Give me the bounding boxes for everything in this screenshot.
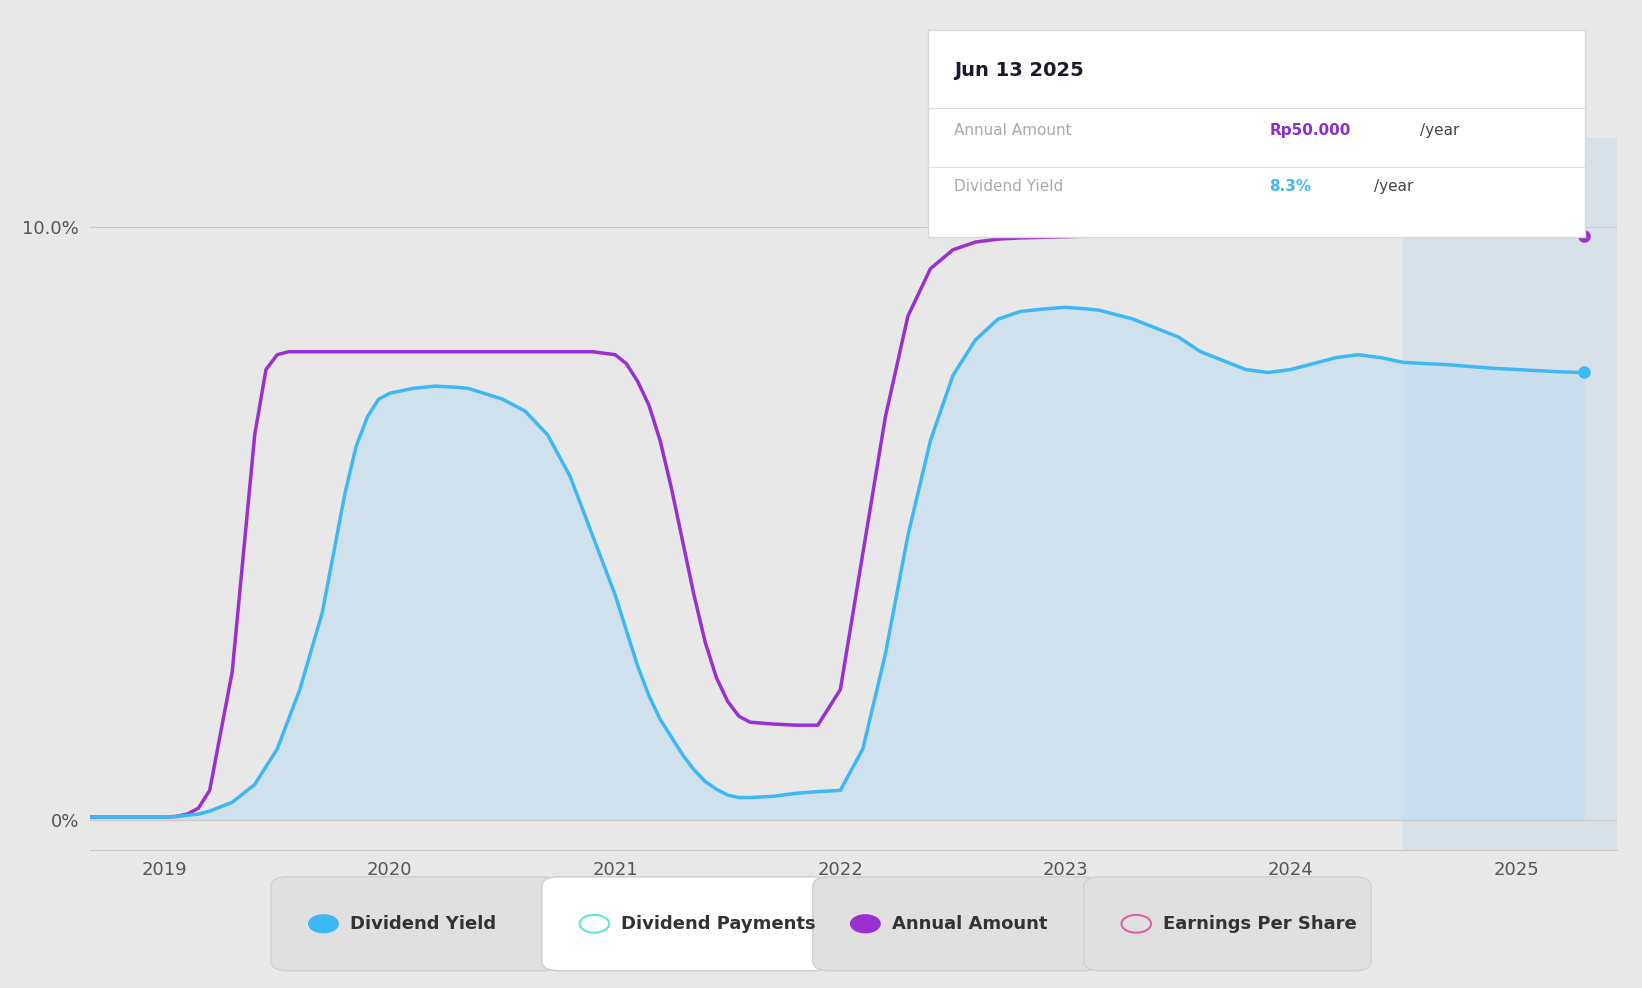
Text: Earnings Per Share: Earnings Per Share bbox=[1163, 915, 1356, 933]
Text: Past: Past bbox=[1415, 189, 1452, 206]
Text: Annual Amount: Annual Amount bbox=[892, 915, 1048, 933]
Text: Dividend Payments: Dividend Payments bbox=[621, 915, 816, 933]
Text: /year: /year bbox=[1420, 124, 1460, 138]
Text: Dividend Yield: Dividend Yield bbox=[350, 915, 496, 933]
Text: Annual Amount: Annual Amount bbox=[954, 124, 1072, 138]
Text: Dividend Yield: Dividend Yield bbox=[954, 179, 1064, 194]
Text: Jun 13 2025: Jun 13 2025 bbox=[954, 61, 1084, 80]
Text: 8.3%: 8.3% bbox=[1269, 179, 1312, 194]
Text: /year: /year bbox=[1374, 179, 1414, 194]
Bar bbox=[1404, 138, 1642, 850]
Text: Rp50.000: Rp50.000 bbox=[1269, 124, 1351, 138]
